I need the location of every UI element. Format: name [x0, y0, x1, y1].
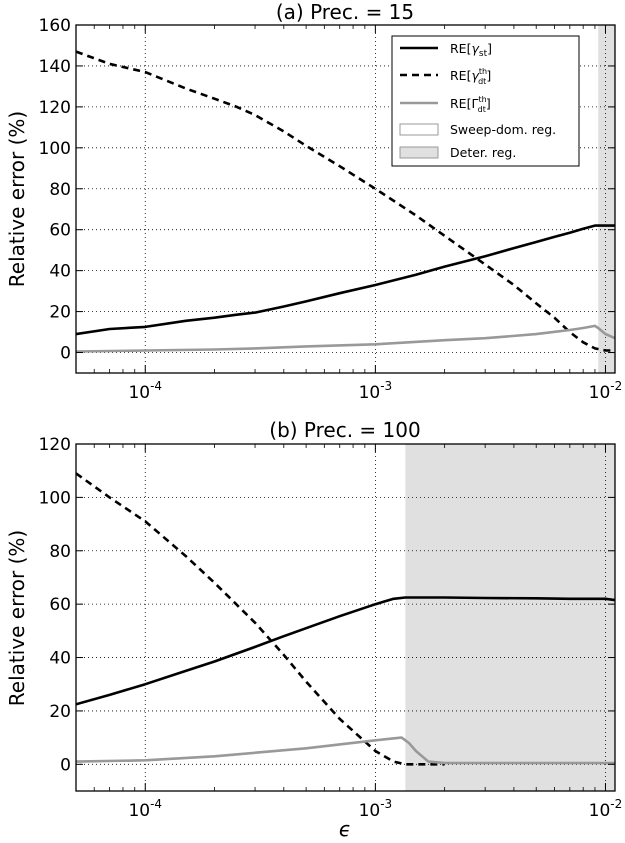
- panel-a-series-0: [76, 224, 615, 336]
- panel-b-series-0: [76, 596, 615, 706]
- panel-a-ytick-label: 140: [39, 57, 71, 77]
- panel-b-series-1: [76, 472, 445, 766]
- legend-swatch-deter: [399, 146, 439, 159]
- panel-a-ticks: 0 20 40 60 80 100 120 140 160 10-4 10-3 10-2: [39, 16, 623, 403]
- panel-b-ticks: 0 20 40 60 80 100 120 10-4 10-3 10-2: [39, 435, 623, 821]
- panel-a-ytick-label: 100: [39, 139, 71, 159]
- panel-b-ylabel: Relative error (%): [5, 530, 29, 706]
- panel-a-ylabel: Relative error (%): [5, 111, 29, 287]
- panel-a-ytick-label: 80: [49, 180, 71, 200]
- panel-b-ytick-label: 120: [39, 435, 71, 455]
- legend-swatch-sweep: [399, 123, 439, 136]
- panel-a-series-2: [76, 324, 615, 353]
- panel-a-ytick-label: 40: [49, 262, 71, 282]
- panel-b-series-2: [76, 736, 615, 765]
- panel-b-regions: [405, 444, 615, 791]
- panel-b-xtick-label: 10-2: [589, 797, 623, 821]
- panel-b-xtick-label: 10-4: [128, 797, 162, 821]
- panel-a: (a) Prec. = 15 0 20 40 60 80 100 120 140 160 10-4…: [5, 0, 622, 403]
- legend: RE[γst] RE[γth dt] RE[Γth dt] Sweep-dom. r…: [391, 35, 580, 167]
- panel-b-ytick-label: 40: [49, 649, 71, 669]
- legend-entry-Gdt: RE[Γth dt]: [450, 95, 491, 114]
- panel-a-title: (a) Prec. = 15: [276, 0, 414, 24]
- panel-b-ytick-label: 80: [49, 542, 71, 562]
- panel-a-xtick-label: 10-4: [128, 379, 162, 403]
- panel-b-ytick-label: 0: [60, 755, 71, 775]
- panel-b: (b) Prec. = 100 0 20 40 60 80 100 120 10-4 10-3 1…: [5, 418, 622, 841]
- panel-b-series: [76, 472, 615, 766]
- panel-b-xtick-label: 10-3: [359, 797, 393, 821]
- panel-b-ytick-label: 100: [39, 488, 71, 508]
- panel-b-deter-region: [405, 444, 615, 791]
- panel-a-ytick-label: 120: [39, 98, 71, 118]
- legend-box: [391, 35, 580, 167]
- legend-entry-dt: RE[γth dt]: [450, 67, 491, 86]
- panel-a-deter-region: [598, 25, 615, 373]
- panel-a-ytick-label: 0: [60, 344, 71, 364]
- legend-entry-deter: Deter. reg.: [450, 145, 516, 160]
- legend-entry-sweep: Sweep-dom. reg.: [450, 122, 556, 137]
- panel-a-ytick-label: 160: [39, 16, 71, 36]
- panel-b-xlabel: ϵ: [339, 817, 351, 841]
- panel-a-xtick-label: 10-2: [589, 379, 623, 403]
- panel-a-series: [76, 50, 615, 353]
- panel-b-ytick-label: 20: [49, 702, 71, 722]
- panel-a-series-1: [76, 50, 615, 352]
- panel-a-xtick-label: 10-3: [359, 379, 393, 403]
- panel-b-ytick-label: 60: [49, 595, 71, 615]
- panel-a-frame: [75, 24, 616, 374]
- panel-a-ytick-label: 20: [49, 303, 71, 323]
- panel-b-frame: [75, 443, 616, 792]
- panel-b-title: (b) Prec. = 100: [269, 418, 420, 442]
- panel-a-regions: [598, 25, 615, 373]
- panel-a-ytick-label: 60: [49, 221, 71, 241]
